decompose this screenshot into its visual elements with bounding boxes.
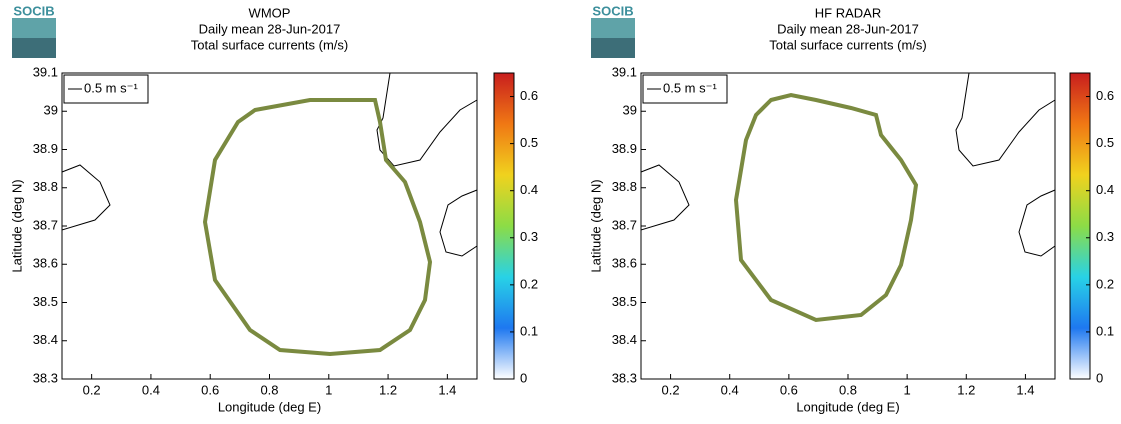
colorbar-tick-label: 0.5 [520, 135, 538, 150]
colorbar-tick-label: 0.2 [1096, 276, 1114, 291]
y-tick-label: 39 [44, 103, 58, 118]
y-tick-label: 38.4 [33, 332, 58, 347]
y-axis-label: Latitude (deg N) [588, 179, 603, 272]
colorbar-tick-label: 0.2 [520, 276, 538, 291]
chart-subtitle: Total surface currents (m/s) [191, 37, 349, 52]
y-tick-label: 38.6 [33, 256, 58, 271]
y-tick-label: 38.8 [33, 179, 58, 194]
y-tick-label: 38.7 [612, 217, 637, 232]
coastline [955, 72, 1056, 167]
logo-wave [12, 38, 56, 58]
x-tick-label: 1 [325, 382, 332, 397]
y-tick-label: 39.1 [33, 64, 58, 79]
x-axis-label: Longitude (deg E) [796, 399, 899, 414]
logo-wave [591, 38, 635, 58]
chart-subtitle: Total surface currents (m/s) [769, 37, 927, 52]
y-tick-label: 38.9 [612, 141, 637, 156]
y-tick-label: 38.3 [33, 370, 58, 385]
y-tick-label: 38.9 [33, 141, 58, 156]
chart-subtitle: Daily mean 28-Jun-2017 [199, 21, 341, 36]
x-tick-label: 0.2 [662, 382, 680, 397]
x-tick-label: 0.2 [83, 382, 101, 397]
y-tick-label: 38.5 [612, 294, 637, 309]
y-tick-label: 38.4 [612, 332, 637, 347]
colorbar [1069, 72, 1091, 380]
x-tick-label: 0.6 [780, 382, 798, 397]
scale-label: 0.5 m s⁻¹ [84, 80, 138, 95]
colorbar-tick-label: 0.1 [520, 323, 538, 338]
colorbar-tick-label: 0.5 [1096, 135, 1114, 150]
x-tick-label: 0.8 [839, 382, 857, 397]
colorbar-tick-label: 0.1 [1096, 323, 1114, 338]
coastline [61, 164, 111, 231]
y-tick-label: 38.6 [612, 256, 637, 271]
y-tick-label: 39 [623, 103, 637, 118]
coastline [439, 189, 478, 257]
colorbar-tick-label: 0.3 [1096, 229, 1114, 244]
colorbar-tick-label: 0.6 [1096, 88, 1114, 103]
coastline [1018, 189, 1056, 257]
x-tick-label: 0.8 [260, 382, 278, 397]
y-tick-label: 39.1 [612, 64, 637, 79]
x-tick-label: 0.4 [721, 382, 739, 397]
y-tick-label: 38.3 [612, 370, 637, 385]
coastline [376, 72, 478, 167]
colorbar-tick-label: 0.4 [520, 182, 538, 197]
x-tick-label: 1 [904, 382, 911, 397]
x-tick-label: 1.4 [1016, 382, 1034, 397]
x-tick-label: 1.4 [438, 382, 456, 397]
chart-subtitle: Daily mean 28-Jun-2017 [777, 21, 919, 36]
y-axis-label: Latitude (deg N) [9, 179, 24, 272]
chart-title: WMOP [249, 5, 291, 20]
x-tick-label: 1.2 [957, 382, 975, 397]
coverage-boundary [733, 92, 919, 323]
y-tick-label: 38.8 [612, 179, 637, 194]
y-tick-label: 38.7 [33, 217, 58, 232]
colorbar-tick-label: 0 [520, 370, 527, 385]
x-axis-label: Longitude (deg E) [218, 399, 321, 414]
x-tick-label: 0.4 [142, 382, 160, 397]
coastline [640, 164, 690, 231]
colorbar [493, 72, 515, 380]
x-tick-label: 1.2 [379, 382, 397, 397]
colorbar-tick-label: 0.6 [520, 88, 538, 103]
logo-text: SOCIB [592, 3, 633, 18]
axes-frame [640, 72, 1056, 380]
y-tick-label: 38.5 [33, 294, 58, 309]
coverage-boundary [202, 98, 433, 357]
colorbar-tick-label: 0.3 [520, 229, 538, 244]
scale-label: 0.5 m s⁻¹ [663, 80, 717, 95]
chart-title: HF RADAR [815, 5, 881, 20]
colorbar-tick-label: 0.4 [1096, 182, 1114, 197]
x-tick-label: 0.6 [201, 382, 219, 397]
logo-text: SOCIB [13, 3, 54, 18]
colorbar-tick-label: 0 [1096, 370, 1103, 385]
